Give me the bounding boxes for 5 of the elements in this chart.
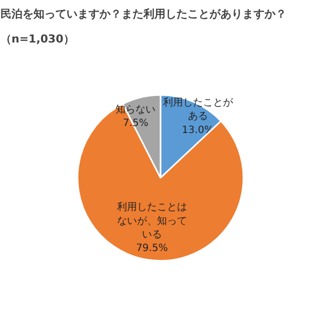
chart-title: 民泊を知っていますか？また利用したことがありますか？ bbox=[0, 8, 286, 20]
slice-label: 利用したことはないが、知っている bbox=[116, 201, 187, 240]
chart-subtitle: （n=1,030） bbox=[0, 32, 74, 46]
data-label: 79.5% bbox=[136, 242, 168, 254]
slice-label: 知らない bbox=[116, 103, 156, 116]
